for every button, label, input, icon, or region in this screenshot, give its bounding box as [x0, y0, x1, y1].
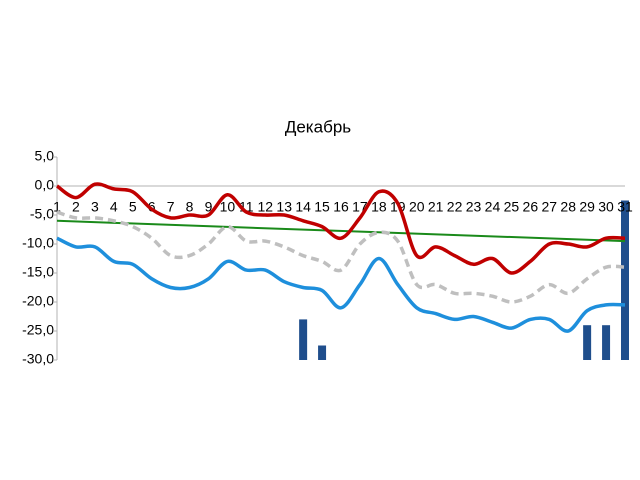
x-tick-label: 1: [53, 199, 61, 215]
x-tick-label: 6: [148, 199, 156, 215]
x-tick-label: 9: [205, 199, 213, 215]
bar: [299, 319, 308, 360]
y-tick-label: -20,0: [22, 293, 54, 309]
x-tick-label: 7: [167, 199, 175, 215]
chart-title: Декабрь: [285, 117, 351, 136]
y-tick-label: -10,0: [22, 235, 54, 251]
x-tick-label: 30: [598, 199, 614, 215]
x-tick-label: 18: [371, 199, 387, 215]
bar: [318, 345, 327, 360]
x-tick-label: 3: [91, 199, 99, 215]
x-tick-label: 16: [333, 199, 349, 215]
x-tick-label: 8: [186, 199, 194, 215]
x-tick-label: 10: [220, 199, 236, 215]
x-tick-label: 15: [314, 199, 330, 215]
bar: [583, 325, 592, 360]
x-tick-label: 27: [541, 199, 557, 215]
x-tick-label: 26: [523, 199, 539, 215]
x-tick-label: 4: [110, 199, 118, 215]
x-tick-label: 22: [447, 199, 463, 215]
series-line: [55, 182, 626, 275]
trend-line: [56, 219, 626, 243]
y-tick-label: 0,0: [35, 177, 55, 193]
series-line: [56, 236, 626, 333]
y-tick-label: 5,0: [35, 148, 55, 164]
bar: [621, 200, 629, 360]
y-tick-label: -5,0: [30, 206, 54, 222]
bar: [602, 325, 611, 360]
x-tick-label: 24: [485, 199, 501, 215]
series-line: [56, 210, 626, 304]
x-tick-label: 20: [409, 199, 425, 215]
y-tick-label: -15,0: [22, 264, 54, 280]
x-tick-label: 13: [276, 199, 292, 215]
x-tick-label: 2: [72, 199, 80, 215]
x-tick-label: 28: [560, 199, 576, 215]
x-tick-label: 25: [504, 199, 520, 215]
x-tick-label: 14: [295, 199, 311, 215]
x-tick-label: 12: [257, 199, 273, 215]
x-tick-label: 23: [466, 199, 482, 215]
y-tick-label: -25,0: [22, 322, 54, 338]
x-tick-label: 29: [579, 199, 595, 215]
x-tick-label: 31: [617, 199, 633, 215]
y-tick-label: -30,0: [22, 351, 54, 367]
x-tick-label: 21: [428, 199, 444, 215]
x-tick-label: 5: [129, 199, 137, 215]
